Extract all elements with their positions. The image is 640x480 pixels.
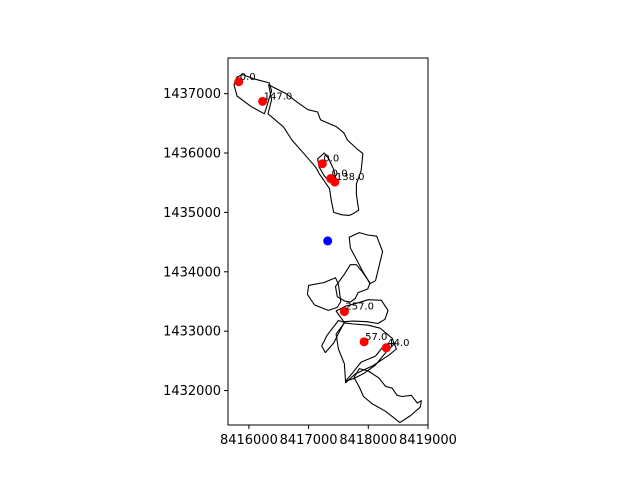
- axes-frame: [227, 57, 429, 426]
- data-point: [339, 307, 349, 317]
- x-axis-ticks: 8416000 8417000 8418000 8419000: [220, 425, 457, 448]
- data-point: [234, 77, 244, 87]
- region-polygon: [348, 232, 384, 285]
- region-polygon: [335, 322, 397, 384]
- region-polygon: [353, 368, 422, 424]
- y-tick-label: 1434000: [163, 265, 221, 280]
- y-tick-label: 1433000: [163, 325, 221, 340]
- x-tick-label: 8419000: [399, 433, 457, 448]
- x-tick-label: 8416000: [220, 433, 278, 448]
- data-point: [330, 177, 340, 187]
- point-label: 147.0: [264, 91, 293, 102]
- data-point: [359, 337, 369, 347]
- region-polygon: [334, 264, 371, 303]
- region-polygon: [267, 84, 364, 216]
- y-tick-label: 1437000: [163, 87, 221, 102]
- point-label: 0.0: [323, 154, 339, 165]
- point-label: 257.0: [345, 302, 374, 313]
- data-point: [323, 236, 333, 246]
- region-polygon: [345, 342, 396, 382]
- y-axis-ticks: 1432000 1433000 1434000 1435000 1436000 14370…: [163, 87, 228, 399]
- region-polygon: [233, 74, 273, 115]
- point-label: 0.0: [240, 72, 256, 83]
- data-points: [234, 77, 391, 353]
- point-label: 0.0: [332, 169, 348, 180]
- region-polygon: [306, 277, 342, 311]
- y-tick-label: 1435000: [163, 206, 221, 221]
- y-tick-label: 1432000: [163, 384, 221, 399]
- x-tick-label: 8417000: [280, 433, 338, 448]
- region-boundaries: [233, 74, 422, 424]
- point-label: 138.0: [336, 172, 365, 183]
- x-tick-label: 8418000: [339, 433, 397, 448]
- point-label: 44.0: [387, 338, 409, 349]
- data-point: [317, 159, 327, 169]
- data-point: [381, 343, 391, 353]
- point-label: 57.0: [365, 332, 387, 343]
- y-tick-label: 1436000: [163, 147, 221, 162]
- region-polygon: [335, 299, 389, 325]
- data-point: [258, 96, 268, 106]
